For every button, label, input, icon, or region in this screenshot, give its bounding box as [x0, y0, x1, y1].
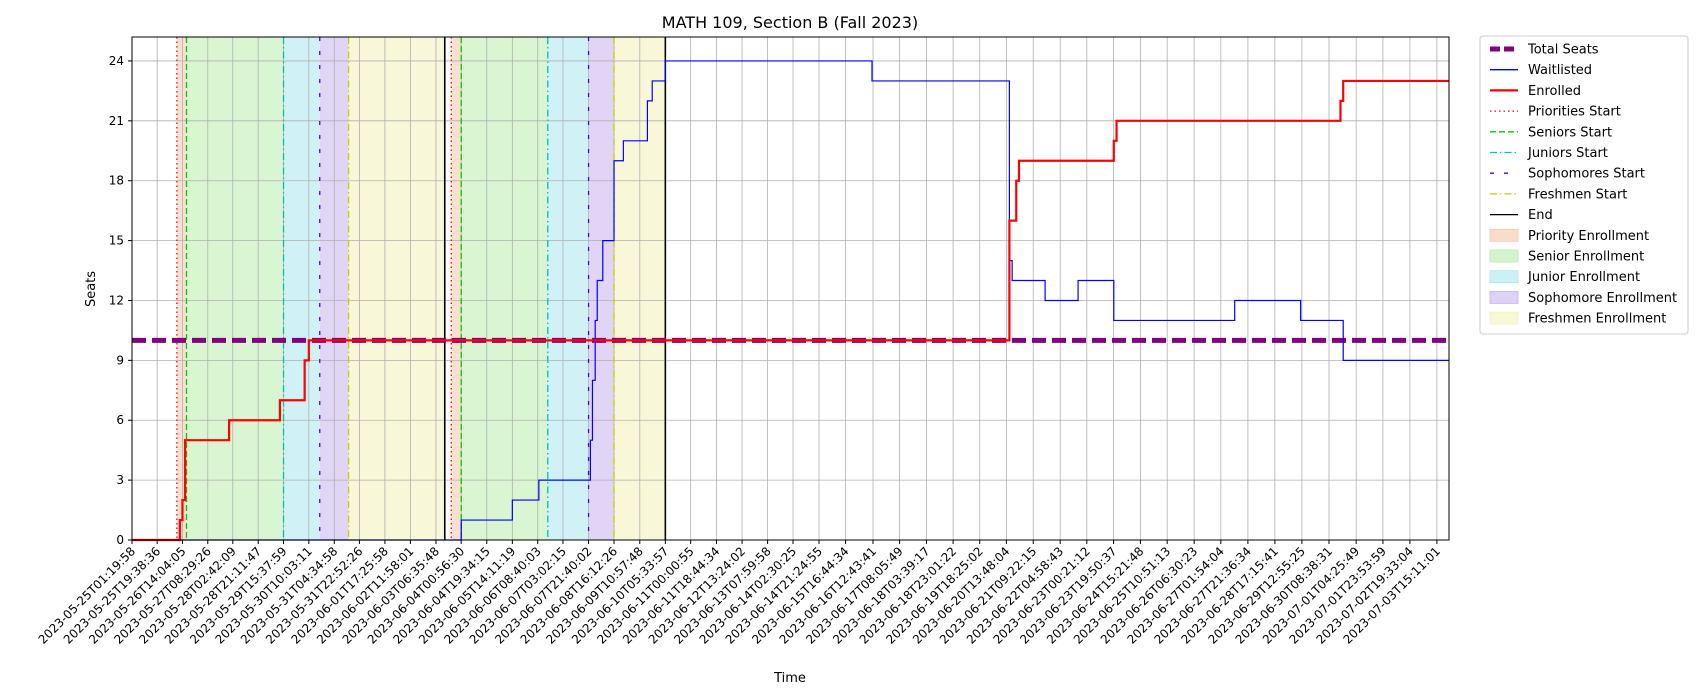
legend-swatch [1489, 311, 1519, 325]
legend-label: Freshmen Enrollment [1528, 312, 1666, 327]
legend-swatch [1489, 290, 1519, 304]
shaded-region [348, 37, 445, 540]
legend-label: End [1528, 208, 1553, 223]
grid-lines [131, 37, 1449, 541]
shaded-region [451, 37, 462, 540]
shaded-region [588, 37, 615, 540]
legend-label: Total Seats [1527, 43, 1599, 58]
y-tick-label: 6 [116, 413, 124, 427]
plot-frame [131, 36, 1450, 541]
legend-label: Junior Enrollment [1527, 270, 1640, 285]
shaded-region [176, 37, 187, 540]
legend-box [1479, 35, 1689, 335]
y-axis: 0 3 6 9 12 15 18 21 24 [109, 54, 132, 547]
y-tick-label: 12 [109, 293, 124, 307]
y-tick-label: 3 [116, 473, 124, 487]
shaded-region [283, 37, 320, 540]
y-tick-label: 0 [116, 533, 124, 547]
x-axis-label: Time [773, 671, 806, 686]
shaded-region [461, 37, 548, 540]
plot-area [131, 36, 1450, 542]
y-tick-label: 9 [116, 353, 124, 367]
legend-label: Juniors Start [1527, 146, 1608, 161]
series-line [132, 79, 1449, 542]
x-axis: 2023-05-25T01:19:582023-05-25T19:38:3620… [36, 540, 1443, 647]
chart-title: MATH 109, Section B (Fall 2023) [662, 13, 918, 32]
y-tick-label: 15 [109, 234, 124, 248]
legend-label: Waitlisted [1528, 63, 1592, 78]
legend-label: Seniors Start [1528, 125, 1612, 140]
legend-label: Senior Enrollment [1528, 250, 1644, 265]
legend-swatch [1489, 228, 1519, 242]
legend-label: Enrolled [1528, 84, 1581, 99]
shaded-region [186, 37, 284, 540]
series-line [132, 60, 1449, 541]
legend-label: Freshmen Start [1528, 187, 1627, 202]
legend: Total Seats Waitlisted Enrolled Priorities … [1479, 35, 1689, 335]
legend-label: Sophomore Enrollment [1528, 291, 1677, 306]
y-tick-label: 21 [109, 114, 124, 128]
y-tick-label: 18 [109, 174, 124, 188]
y-axis-label: Seats [84, 271, 99, 307]
legend-label: Priorities Start [1528, 105, 1621, 120]
legend-label: Sophomores Start [1528, 167, 1645, 182]
phase-lines [176, 37, 667, 540]
y-tick-label: 24 [109, 54, 124, 68]
shaded-region [547, 37, 589, 540]
legend-swatch [1489, 249, 1519, 263]
series-lines [132, 60, 1449, 542]
legend-label: Priority Enrollment [1528, 229, 1649, 244]
shaded-regions [176, 37, 666, 540]
legend-swatch [1489, 270, 1519, 284]
